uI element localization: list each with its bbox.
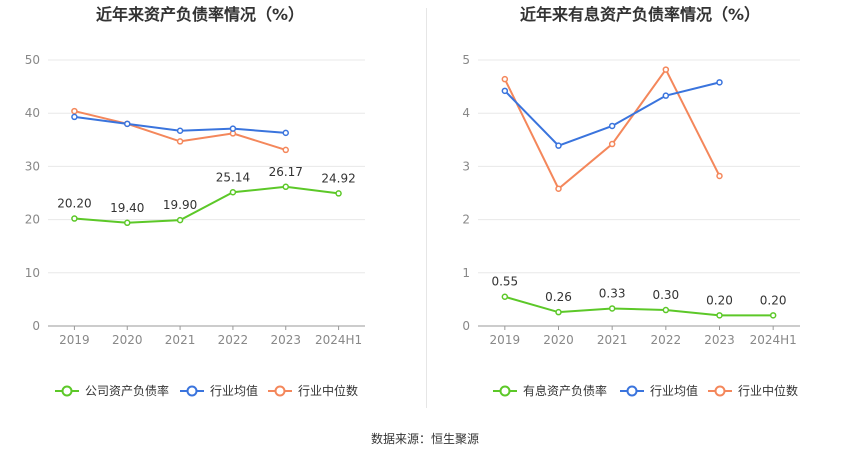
data-point-avg [716, 79, 723, 86]
legend-marker [499, 385, 511, 397]
data-label: 19.90 [163, 198, 197, 212]
data-point-median [716, 172, 723, 180]
data-label: 0.33 [599, 286, 626, 300]
legend-marker [714, 385, 726, 397]
data-point-company [501, 293, 509, 300]
data-label: 24.92 [321, 171, 355, 185]
data-point-avg [71, 113, 78, 121]
data-point-avg [608, 122, 616, 130]
legend-item-median[interactable]: 行业中位数 [708, 383, 798, 398]
x-tick-label: 2024H1 [750, 333, 797, 347]
y-tick-label: 20 [25, 213, 40, 227]
data-label: 0.20 [706, 293, 733, 307]
y-tick-label: 30 [25, 159, 40, 173]
x-tick-label: 2020 [543, 333, 574, 347]
data-point-median [282, 146, 289, 154]
legend-item-company[interactable]: 有息资产负债率 [493, 383, 607, 398]
data-point-company [769, 312, 777, 319]
data-point-median [176, 138, 184, 145]
y-tick-label: 10 [25, 266, 40, 280]
y-tick-label: 1 [462, 266, 470, 280]
y-tick-label: 0 [32, 319, 40, 333]
y-tick-label: 40 [25, 106, 40, 120]
x-tick-label: 2019 [59, 333, 90, 347]
legend-label: 有息资产负债率 [523, 383, 607, 398]
data-point-company [716, 312, 723, 319]
data-point-avg [282, 129, 289, 137]
legend-marker [626, 385, 638, 397]
legend-item-avg[interactable]: 行业均值 [180, 383, 258, 398]
x-tick-label: 2019 [490, 333, 521, 347]
y-tick-label: 4 [462, 106, 470, 120]
chart-title: 近年来有息资产负债率情况（%） [520, 5, 760, 24]
data-point-median [71, 107, 78, 115]
data-point-company [71, 215, 78, 222]
data-point-median [608, 140, 616, 148]
x-tick-label: 2022 [218, 333, 249, 347]
data-source-note: 数据来源：恒生聚源 [370, 432, 479, 446]
data-label: 20.20 [57, 197, 91, 211]
legend-label: 公司资产负债率 [85, 383, 169, 398]
x-tick-label: 2024H1 [315, 333, 362, 347]
data-point-avg [501, 87, 509, 95]
legend-item-median[interactable]: 行业中位数 [268, 383, 358, 398]
chart-title: 近年来资产负债率情况（%） [96, 5, 304, 24]
legend-label: 行业均值 [650, 383, 698, 398]
y-tick-label: 5 [462, 53, 470, 67]
data-point-company [608, 305, 616, 312]
x-tick-label: 2021 [165, 333, 196, 347]
data-label: 0.26 [545, 290, 572, 304]
legend-label: 行业中位数 [738, 383, 798, 398]
x-tick-label: 2020 [112, 333, 143, 347]
chart-debt-ratio: 近年来资产负债率情况（%） 0 10 20 30 40 50 2019 2020 2021 202… [25, 5, 365, 398]
data-point-company [176, 216, 184, 224]
data-point-avg [662, 92, 670, 99]
data-point-avg [176, 127, 184, 135]
data-point-median [662, 66, 670, 73]
data-label: 26.17 [269, 165, 303, 179]
data-label: 25.14 [216, 170, 250, 184]
panel-divider [426, 8, 427, 408]
series-line-company [74, 185, 339, 224]
chart-interest-debt-ratio: 近年来有息资产负债率情况（%） 0 1 2 3 4 5 2019 2020 2021 2022 20… [462, 5, 800, 398]
x-tick-label: 2023 [704, 333, 735, 347]
series-line-company [504, 295, 774, 317]
x-tick-label: 2023 [270, 333, 301, 347]
data-label: 0.20 [760, 293, 787, 307]
legend-marker [274, 385, 286, 397]
data-point-avg [555, 142, 562, 149]
data-point-company [555, 308, 562, 316]
data-point-company [282, 183, 289, 191]
legend-marker [61, 385, 73, 397]
data-point-company [662, 306, 670, 314]
legend-marker [186, 385, 198, 397]
y-tick-label: 2 [462, 213, 470, 227]
legend-label: 行业中位数 [298, 383, 358, 398]
data-point-avg [124, 120, 131, 128]
legend-item-company[interactable]: 公司资产负债率 [55, 383, 169, 398]
data-point-avg [229, 125, 237, 132]
data-point-company [335, 190, 342, 197]
y-tick-label: 0 [462, 319, 470, 333]
data-point-median [501, 75, 509, 83]
legend-label: 行业均值 [210, 383, 258, 398]
data-label: 0.30 [652, 288, 679, 302]
x-tick-label: 2021 [597, 333, 628, 347]
data-point-company [124, 219, 131, 227]
data-label: 19.40 [110, 201, 144, 215]
y-tick-label: 50 [25, 53, 40, 67]
data-label: 0.55 [491, 275, 518, 289]
legend-item-avg[interactable]: 行业均值 [620, 383, 698, 398]
data-point-median [555, 185, 562, 192]
y-tick-label: 3 [462, 159, 470, 173]
data-point-company [229, 189, 237, 196]
x-tick-label: 2022 [651, 333, 682, 347]
